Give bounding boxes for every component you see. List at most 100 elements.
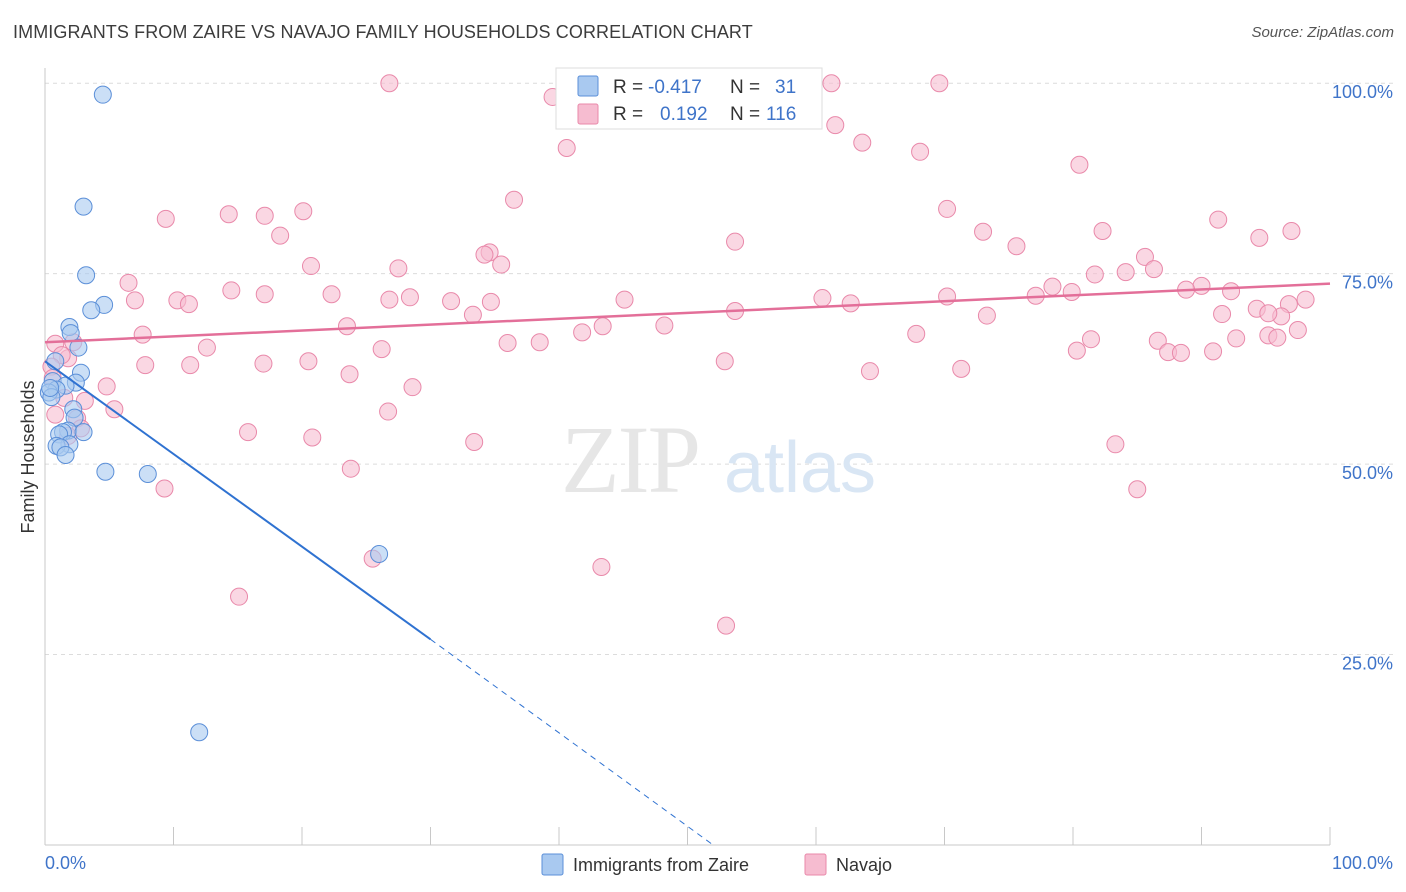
navajo-point [442, 292, 461, 311]
legend-n-label-navajo: N = [730, 104, 760, 125]
top-legend: R = -0.417 N = 31 R = 0.192 N = 116 [555, 67, 823, 130]
top-legend-box [555, 67, 823, 130]
navajo-point [379, 402, 398, 421]
zaire-trend-extension [430, 638, 714, 846]
navajo-point [715, 352, 734, 371]
bottom-legend-swatch-zaire [541, 853, 564, 876]
navajo-point [530, 333, 549, 352]
legend-r-value-navajo: 0.192 [660, 104, 708, 125]
navajo-trend-line [44, 282, 1331, 344]
legend-n-label-zaire: N = [730, 77, 760, 98]
navajo-point [481, 292, 500, 311]
legend-n-value-navajo: 116 [766, 104, 796, 125]
navajo-point [372, 340, 391, 359]
navajo-point [573, 323, 592, 342]
navajo-point [254, 354, 273, 373]
zaire-point [96, 462, 115, 481]
navajo-point [977, 306, 996, 325]
navajo-point [403, 378, 422, 397]
navajo-point [380, 290, 399, 309]
legend-r-label-navajo: R = [613, 104, 643, 125]
navajo-point [222, 281, 241, 300]
bottom-legend-label-zaire: Immigrants from Zaire [573, 855, 749, 875]
navajo-point [1081, 330, 1100, 349]
legend-r-value-zaire: -0.417 [648, 77, 702, 98]
navajo-point [179, 295, 198, 314]
navajo-point [593, 317, 612, 336]
navajo-point [133, 325, 152, 344]
y-tick-label: 50.0% [1342, 463, 1393, 483]
zaire-point [370, 545, 389, 564]
bottom-legend-label-navajo: Navajo [836, 855, 892, 875]
navajo-point [853, 133, 872, 152]
navajo-point [1288, 321, 1307, 340]
y-tick-label: 25.0% [1342, 654, 1393, 674]
navajo-point [465, 433, 484, 452]
navajo-point [340, 365, 359, 384]
navajo-point [271, 226, 290, 245]
navajo-point [230, 587, 249, 606]
navajo-point [181, 356, 200, 375]
watermark-zip: ZIP [561, 406, 699, 513]
zaire-point [56, 445, 75, 464]
navajo-point [136, 356, 155, 375]
navajo-point [1250, 228, 1269, 247]
navajo-point [156, 209, 175, 228]
navajo-point [1296, 290, 1315, 309]
zaire-trend-line [44, 360, 432, 641]
navajo-point [1067, 341, 1086, 360]
navajo-point [911, 142, 930, 161]
navajo-point [1192, 276, 1211, 295]
navajo-point [1135, 247, 1154, 266]
y-axis-label: Family Households [18, 380, 38, 533]
navajo-point [1282, 222, 1301, 241]
zaire-point [41, 378, 60, 397]
navajo-point [337, 317, 356, 336]
navajo-point [1106, 435, 1125, 454]
navajo-point [655, 316, 674, 335]
navajo-point [1007, 237, 1026, 256]
navajo-point [860, 362, 879, 381]
navajo-point [1204, 342, 1223, 361]
zipatlas-watermark: ZIP atlas [561, 406, 876, 513]
navajo-point [463, 305, 482, 324]
navajo-point [615, 290, 634, 309]
navajo-point [255, 285, 274, 304]
legend-swatch-zaire [577, 75, 599, 97]
navajo-point [239, 423, 258, 442]
navajo-point [380, 74, 399, 93]
navajo-point [400, 288, 419, 307]
navajo-point [1070, 155, 1089, 174]
navajo-point [1148, 331, 1167, 350]
navajo-point [294, 202, 313, 221]
navajo-point [938, 199, 957, 218]
navajo-point [492, 255, 511, 274]
navajo-point [717, 616, 736, 635]
navajo-point [822, 74, 841, 93]
navajo-point [475, 245, 494, 264]
legend-n-value-zaire: 31 [775, 77, 796, 98]
navajo-point [1144, 260, 1163, 279]
navajo-point [952, 359, 971, 378]
navajo-point [1213, 305, 1232, 324]
navajo-point [930, 74, 949, 93]
zaire-point [69, 338, 88, 357]
navajo-point [1171, 343, 1190, 362]
y-tick-label: 75.0% [1342, 273, 1393, 293]
navajo-point [726, 232, 745, 251]
zaire-point [93, 85, 112, 104]
navajo-point [974, 222, 993, 241]
navajo-point [813, 289, 832, 308]
navajo-point [1093, 222, 1112, 241]
navajo-point [1085, 265, 1104, 284]
navajo-point [1227, 329, 1246, 348]
zaire-point [82, 301, 101, 320]
navajo-point [1116, 263, 1135, 282]
navajo-point [841, 294, 860, 313]
x-tick-label: 100.0% [1332, 853, 1393, 873]
navajo-point [1209, 210, 1228, 229]
bottom-legend-swatch-navajo [804, 853, 827, 876]
axes-layer [44, 68, 1331, 846]
zaire-point [74, 197, 93, 216]
